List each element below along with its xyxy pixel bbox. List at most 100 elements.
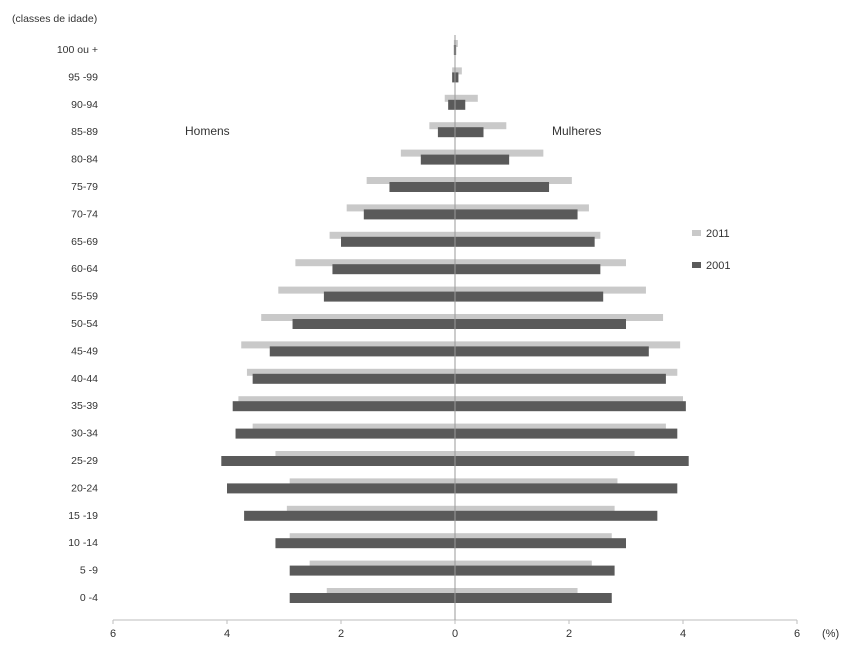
bar-female-2011-30-34 [455,423,666,431]
bar-male-2011-25-29 [275,451,455,458]
bar-female-2011-45-49 [455,341,681,349]
bar-male-2001-95-99 [452,72,455,83]
bar-female-2011-60-64 [455,259,626,267]
bar-female-2001-55-59 [455,291,604,302]
bar-male-2011-30-34 [252,423,455,431]
bar-female-2001-90-94 [455,99,466,110]
bar-female-2001-0-4 [455,593,612,603]
bar-male-2001-55-59 [323,291,455,302]
bar-male-2011-70-74 [346,204,455,212]
bar-male-2011-35-39 [238,396,455,404]
y-tick-label: 100 ou + [57,44,98,56]
bar-male-2001-10-14 [275,538,455,549]
bar-female-2011-50-54 [455,314,664,321]
bar-male-2001-35-39 [232,401,455,412]
y-tick-label: 25-29 [71,455,98,467]
bar-female-2001-70-74 [455,209,578,220]
bar-male-2011-100-ou- [453,40,455,47]
bar-female-2001-65-69 [455,236,595,247]
bar-female-2011-35-39 [455,396,683,404]
bar-male-2001-25-29 [221,456,455,466]
bar-female-2011-55-59 [455,286,646,294]
legend-label-2001: 2001 [706,260,730,272]
y-tick-label: 80-84 [71,154,98,166]
bar-female-2001-45-49 [455,346,649,357]
y-tick-label: 5 -9 [80,565,98,577]
y-tick-labels: 100 ou + 95 -99 90-94 85-89 80-84 75-79 70-74 6… [57,44,98,604]
x-tick-label: 6 [794,628,800,640]
y-tick-label: 70-74 [71,208,98,220]
bar-female-2001-95-99 [455,72,459,83]
bar-female-2011-40-44 [455,368,678,376]
bar-male-2001-5-9 [289,565,455,576]
bar-female-2011-75-79 [455,177,572,184]
bar-male-2011-15-19 [286,505,455,513]
legend-swatch-2011 [692,230,701,236]
x-tick-label: 6 [110,628,116,640]
female-group-label: Mulheres [552,124,601,138]
x-axis-label: (%) [822,628,839,640]
bar-female-2001-35-39 [455,401,686,412]
bar-male-2001-65-69 [341,236,455,247]
y-tick-label: 35-39 [71,400,98,412]
bar-male-2001-85-89 [437,127,455,138]
y-tick-label: 90-94 [71,99,98,111]
bar-female-2001-25-29 [455,456,689,466]
bar-male-2001-50-54 [292,319,455,329]
bar-female-2011-20-24 [455,478,618,486]
bar-male-2011-5-9 [309,560,455,568]
x-tick-label: 2 [566,628,572,640]
bar-male-2011-85-89 [429,122,455,130]
y-tick-label: 10 -14 [68,537,98,549]
bar-male-2011-0-4 [326,588,455,595]
y-tick-label: 55-59 [71,291,98,303]
x-tick-labels: 6 4 2 0 2 4 6 [110,620,800,640]
x-tick-label: 4 [680,628,686,640]
y-tick-label: 30-34 [71,428,98,440]
bar-female-2011-70-74 [455,204,589,212]
bar-male-2001-80-84 [420,154,455,165]
bar-female-2011-65-69 [455,231,601,239]
bar-male-2011-40-44 [246,368,455,376]
bar-female-2011-15-19 [455,505,615,513]
bar-male-2001-15-19 [244,510,455,521]
bar-male-2001-0-4 [289,593,455,603]
bar-male-2001-100-ou- [453,45,455,55]
bar-female-2001-75-79 [455,182,550,192]
legend-swatch-2001 [692,262,701,268]
y-tick-label: 65-69 [71,236,98,248]
y-tick-label: 75-79 [71,181,98,193]
bar-female-2001-40-44 [455,373,666,384]
y-tick-label: 60-64 [71,263,98,275]
bar-male-2011-20-24 [289,478,455,486]
bar-female-2001-85-89 [455,127,484,138]
bar-male-2011-80-84 [400,149,455,157]
y-tick-label: 45-49 [71,345,98,357]
y-tick-label: 85-89 [71,126,98,138]
bar-female-2011-0-4 [455,588,578,595]
bar-female-2001-30-34 [455,428,678,439]
bar-male-2001-20-24 [227,483,455,494]
bar-male-2011-65-69 [329,231,455,239]
bar-male-2011-60-64 [295,259,455,267]
bar-male-2011-10-14 [289,533,455,541]
bar-female-2001-10-14 [455,538,626,549]
bar-male-2011-55-59 [278,286,455,294]
bar-female-2001-5-9 [455,565,615,576]
bar-female-2001-15-19 [455,510,658,521]
bar-female-2001-80-84 [455,154,510,165]
bar-female-2011-100-ou- [455,40,458,47]
bar-male-2001-60-64 [332,264,455,275]
y-tick-label: 0 -4 [80,592,98,604]
bar-female-2001-20-24 [455,483,678,494]
bars-layer [221,40,689,603]
x-tick-label: 2 [338,628,344,640]
bar-male-2011-75-79 [366,177,455,184]
bar-female-2011-95-99 [455,67,462,75]
bar-female-2011-80-84 [455,149,544,157]
bar-female-2001-100-ou- [455,45,457,55]
y-tick-label: 50-54 [71,318,98,330]
y-tick-label: 20-24 [71,482,98,494]
bar-female-2011-10-14 [455,533,612,541]
bar-male-2001-75-79 [389,182,455,192]
